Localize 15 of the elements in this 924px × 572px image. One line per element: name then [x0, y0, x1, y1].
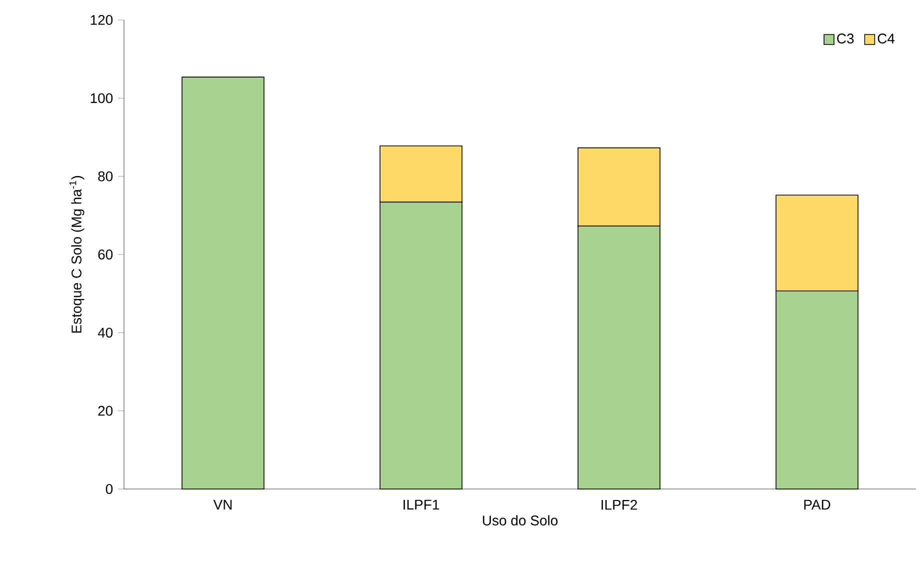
x-tick-label: ILPF2 [602, 500, 637, 510]
y-tick-label: 0 [106, 484, 113, 494]
y-tick-label: 120 [90, 15, 113, 25]
y-axis-title: Estoque C Solo (Mg ha$^{-1}$) [69, 176, 84, 333]
y-tick-label: 80 [98, 171, 113, 182]
x-tick-label: VN [213, 500, 232, 510]
x-tick-label: PAD [804, 500, 830, 510]
x-tick-label: ILPF1 [404, 500, 440, 510]
legend-label: C3 [837, 34, 854, 44]
legend-label: C4 [878, 34, 895, 44]
y-tick-label: 60 [98, 250, 113, 260]
x-axis-title: Uso do Solo [482, 515, 558, 526]
y-tick-label: 20 [98, 406, 113, 416]
y-tick-label: 100 [90, 93, 113, 104]
y-tick-label: 40 [98, 328, 113, 338]
